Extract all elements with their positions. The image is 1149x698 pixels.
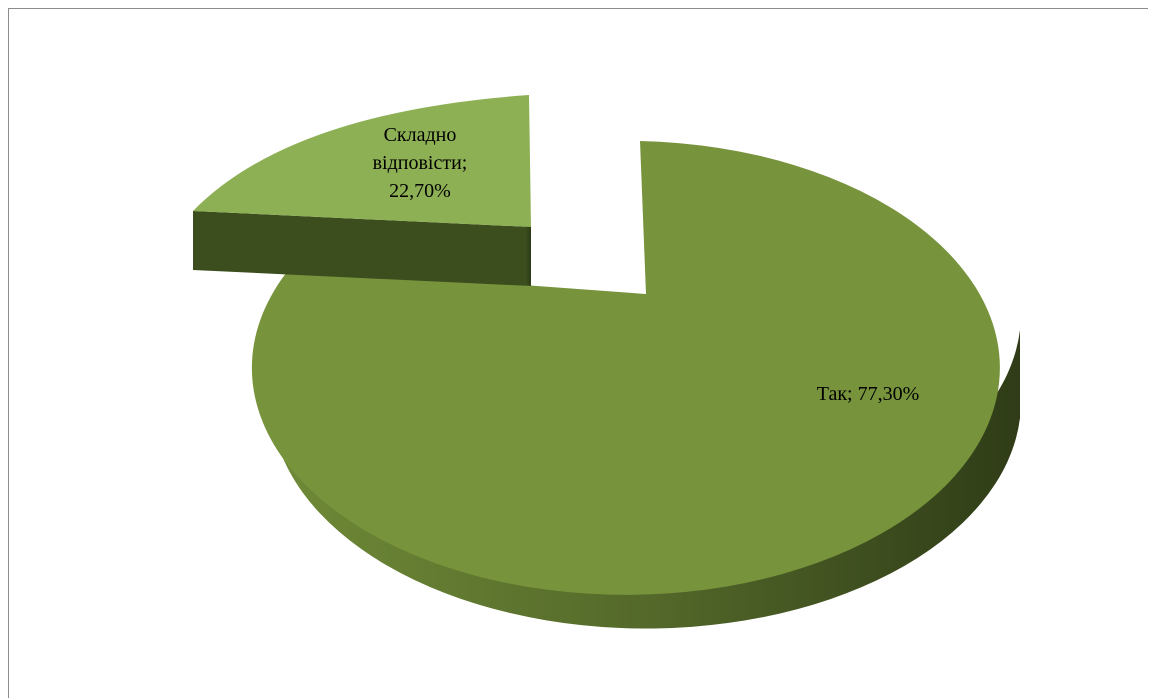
slice-tak	[251, 141, 1020, 629]
slice-skladno-front	[193, 211, 531, 286]
data-label-skladno-line1: Складно	[384, 124, 457, 146]
pie-chart: Складно відповісти; 22,70% Так; 77,30%	[193, 95, 1020, 629]
data-label-skladno-line3: 22,70%	[389, 180, 451, 202]
data-label-tak: Так; 77,30%	[817, 383, 920, 405]
slice-skladno-side	[525, 222, 531, 286]
data-label-skladno-line2: відповісти;	[373, 152, 468, 174]
slice-tak-top	[251, 141, 1000, 595]
chart-frame	[8, 8, 1148, 698]
slice-skladno-top	[193, 95, 531, 227]
slice-skladno	[193, 95, 531, 286]
